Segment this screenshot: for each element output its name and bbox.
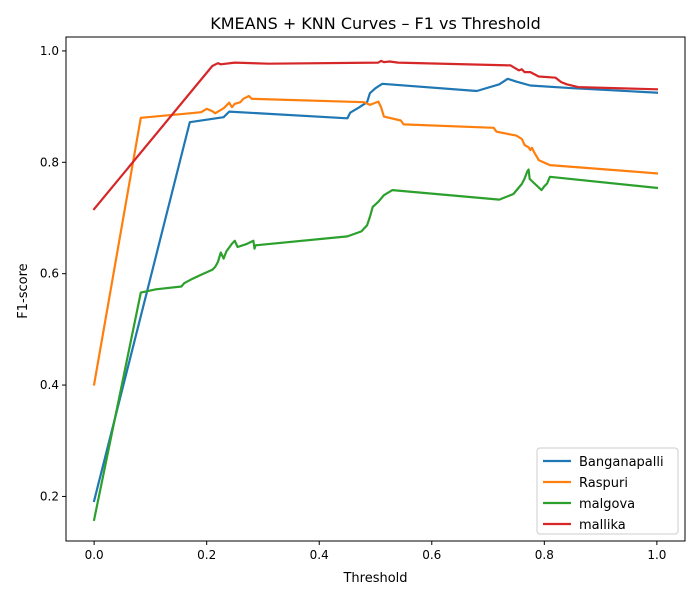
x-tick-label: 0.0 bbox=[85, 548, 104, 562]
axes-frame bbox=[65, 36, 686, 542]
legend-box bbox=[536, 447, 679, 535]
series-line-malgova bbox=[92, 168, 659, 522]
series-line-mallika bbox=[92, 59, 659, 211]
chart-title: KMEANS + KNN Curves – F1 vs Threshold bbox=[210, 14, 541, 33]
series-line-raspuri bbox=[92, 94, 659, 386]
y-tick-label: 0.4 bbox=[40, 378, 59, 392]
y-tick-label: 0.8 bbox=[40, 155, 59, 169]
plot-area: 0.0 0.2 0.4 0.6 0.8 1.0 0.2 0.4 0.6 0.8 1.0 bbox=[40, 36, 686, 562]
y-tick-label: 1.0 bbox=[40, 44, 59, 58]
x-tick-label: 0.2 bbox=[197, 548, 216, 562]
legend-label-banganapalli: Banganapalli bbox=[579, 455, 664, 470]
y-tick-label: 0.6 bbox=[40, 267, 59, 281]
x-tick-label: 1.0 bbox=[647, 548, 666, 562]
x-tick-label: 0.4 bbox=[310, 548, 329, 562]
legend-label-raspuri: Raspuri bbox=[579, 476, 628, 491]
x-tick-label: 0.6 bbox=[422, 548, 441, 562]
x-axis-label: Threshold bbox=[342, 571, 407, 586]
legend-label-mallika: mallika bbox=[579, 518, 626, 533]
x-tick-label: 0.8 bbox=[535, 548, 554, 562]
series-line-banganapalli bbox=[92, 77, 659, 503]
y-tick-label: 0.2 bbox=[40, 489, 59, 503]
legend: Banganapalli Raspuri malgova mallika bbox=[536, 447, 679, 535]
y-axis-label: F1-score bbox=[16, 263, 31, 318]
legend-label-malgova: malgova bbox=[579, 497, 635, 512]
